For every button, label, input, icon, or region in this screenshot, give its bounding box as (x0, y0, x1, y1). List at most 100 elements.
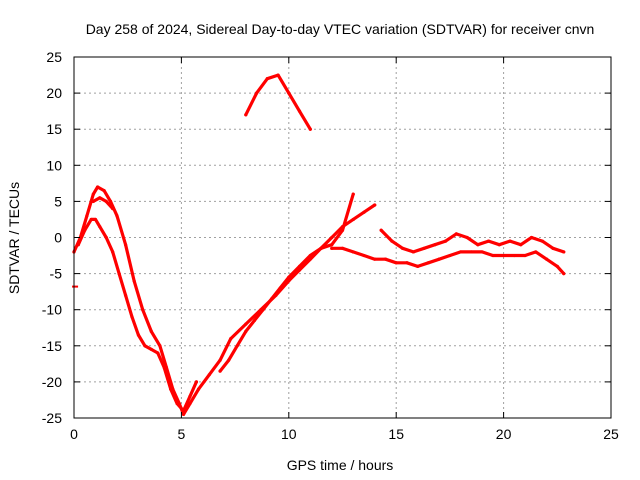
data-point (91, 199, 95, 203)
data-point (169, 387, 173, 391)
data-point (93, 217, 98, 222)
y-tick-label: -10 (42, 302, 62, 318)
data-point (156, 351, 160, 355)
data-point (540, 239, 544, 243)
data-point (244, 329, 248, 333)
data-point (362, 253, 366, 258)
data-point (330, 235, 334, 240)
data-point (491, 253, 495, 258)
data-point (308, 253, 312, 258)
series-arc-3 (91, 196, 115, 211)
data-point (497, 243, 501, 247)
data-point (297, 109, 302, 113)
data-point (465, 235, 469, 240)
data-point (330, 243, 334, 247)
data-point (555, 264, 559, 268)
data-point (130, 315, 134, 319)
data-point (89, 217, 93, 222)
data-point (562, 250, 566, 254)
data-point (383, 257, 388, 261)
data-point (115, 214, 119, 218)
data-point (104, 199, 108, 203)
y-tick-label: 20 (46, 85, 62, 101)
data-point (278, 286, 282, 290)
x-tick-label: 5 (178, 426, 186, 442)
x-tick-label: 10 (281, 426, 297, 442)
data-point (448, 253, 452, 258)
data-point (85, 214, 89, 218)
data-point (562, 272, 566, 276)
data-point (476, 243, 480, 247)
data-point (551, 246, 555, 250)
data-point (351, 217, 355, 222)
data-point (508, 239, 512, 243)
data-point (480, 250, 484, 254)
data-point (162, 365, 166, 370)
data-point (244, 322, 248, 326)
data-point (433, 243, 437, 247)
y-tick-label: 10 (46, 157, 62, 173)
data-point (502, 253, 506, 258)
data-point (194, 380, 199, 384)
data-point (104, 235, 108, 240)
x-tick-label: 25 (603, 426, 619, 442)
chart-title: Day 258 of 2024, Sidereal Day-to-day VTE… (86, 21, 595, 37)
x-tick-label: 0 (70, 426, 78, 442)
y-tick-label: -15 (42, 338, 62, 354)
x-tick-label: 15 (388, 426, 404, 442)
data-point (544, 257, 549, 261)
y-tick-label: 0 (54, 230, 62, 246)
x-axis-label: GPS time / hours (287, 457, 394, 473)
y-tick-label: 5 (54, 193, 62, 209)
series-arc-6 (379, 228, 566, 254)
data-point (83, 228, 87, 232)
data-point (265, 77, 269, 81)
data-point (459, 250, 463, 254)
data-point (108, 199, 113, 203)
data-point (254, 91, 259, 95)
data-point (123, 243, 128, 247)
data-point (270, 297, 274, 301)
data-point (149, 347, 153, 352)
data-point (351, 250, 355, 254)
data-point (229, 336, 233, 341)
data-point (98, 196, 102, 200)
grid-layer (74, 57, 611, 418)
y-tick-label: 15 (46, 121, 62, 137)
data-point (519, 243, 523, 247)
data-point (136, 333, 141, 337)
data-point (454, 232, 458, 236)
data-point (534, 250, 538, 254)
data-point (287, 275, 291, 279)
data-point (188, 394, 192, 398)
y-tick-label: -5 (50, 266, 63, 282)
data-point (158, 344, 162, 348)
data-point (373, 203, 377, 207)
data-point (486, 239, 491, 243)
data-point (529, 235, 534, 240)
data-point (141, 308, 145, 312)
data-point (175, 401, 179, 406)
data-point (132, 279, 136, 283)
data-point (373, 257, 377, 261)
data-point (287, 91, 291, 95)
data-point (330, 246, 334, 250)
data-point (340, 228, 345, 232)
y-tick-label: -25 (42, 410, 62, 426)
y-tick-label: -20 (42, 374, 62, 390)
x-tick-label: 20 (496, 426, 512, 442)
data-point (181, 409, 186, 413)
data-point (405, 261, 409, 265)
data-point (308, 127, 312, 131)
data-point (91, 192, 95, 196)
data-point (188, 401, 192, 406)
data-point (102, 188, 106, 193)
data-point (111, 250, 115, 254)
data-point (469, 250, 473, 254)
data-point (261, 308, 265, 312)
data-point (227, 358, 231, 362)
data-point (149, 329, 153, 333)
data-point (207, 373, 211, 377)
